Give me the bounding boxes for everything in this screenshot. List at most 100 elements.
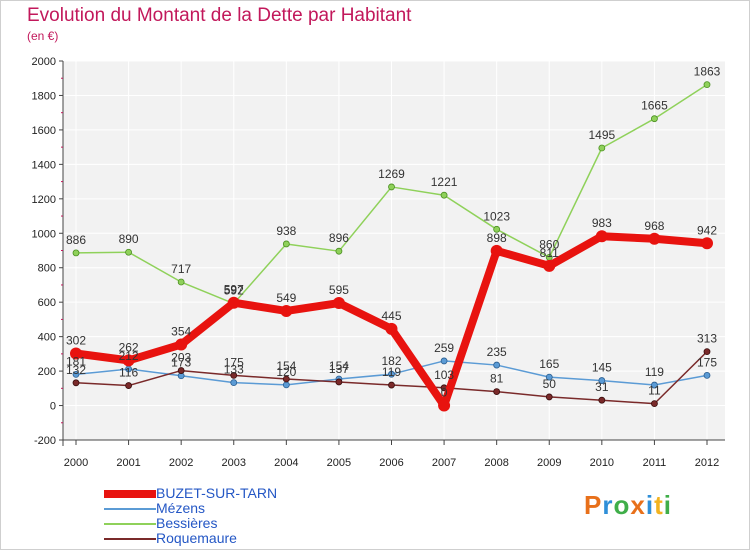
data-label: 119	[645, 365, 664, 379]
data-label: 81	[490, 372, 504, 386]
data-label: 137	[329, 362, 349, 376]
data-label: 1221	[431, 175, 458, 189]
data-point	[545, 373, 553, 381]
data-label: 120	[276, 365, 296, 379]
legend-label: Roquemaure	[156, 530, 237, 546]
data-label: 133	[224, 363, 244, 377]
x-tick-label: 2011	[643, 457, 667, 469]
data-label: 549	[276, 291, 296, 305]
x-tick-label: 2000	[64, 457, 88, 469]
data-label: 595	[329, 283, 349, 297]
y-tick-label: 1200	[32, 194, 56, 206]
y-tick-label: 0	[50, 401, 56, 413]
legend-swatch	[104, 538, 156, 540]
data-point	[440, 357, 448, 365]
data-point	[72, 370, 80, 378]
data-point	[543, 259, 556, 272]
data-label: 145	[592, 361, 612, 375]
data-label: 886	[66, 233, 86, 247]
legend-swatch	[104, 508, 156, 510]
data-label: 938	[276, 224, 296, 238]
data-label: 0	[441, 386, 448, 400]
data-point	[595, 230, 608, 243]
proxiti-logo: Proxiti	[584, 490, 672, 521]
x-tick-label: 2002	[169, 457, 193, 469]
chart-subtitle: (en €)	[27, 29, 59, 43]
data-point	[493, 361, 501, 369]
y-tick-label: 800	[38, 263, 56, 275]
data-label: 896	[329, 231, 349, 245]
data-point	[177, 367, 185, 374]
data-point	[72, 249, 80, 257]
data-label: 860	[539, 237, 559, 251]
data-point	[282, 381, 290, 389]
data-point	[703, 348, 711, 356]
data-point	[651, 400, 658, 408]
data-point	[332, 297, 345, 310]
data-label: 262	[119, 340, 139, 354]
y-tick-label: 1800	[32, 90, 56, 102]
logo-letter: x	[630, 490, 646, 520]
data-label: 116	[119, 366, 138, 380]
data-label: 717	[171, 262, 191, 276]
data-label: 154	[276, 359, 296, 373]
series-layer	[70, 81, 713, 412]
logo-letter: P	[584, 490, 603, 520]
data-point	[651, 381, 658, 389]
data-label: 1495	[588, 128, 615, 142]
x-tick-label: 2009	[537, 457, 561, 469]
data-point	[648, 232, 661, 245]
data-point	[388, 183, 395, 191]
x-tick-label: 2008	[484, 457, 508, 469]
legend-swatch	[104, 523, 156, 525]
data-label: 811	[540, 246, 559, 260]
data-label: 445	[381, 309, 401, 323]
data-point	[598, 377, 606, 384]
data-point	[125, 382, 132, 389]
data-point	[493, 225, 501, 233]
y-tick-label: 200	[38, 366, 56, 378]
data-label: 119	[382, 365, 401, 379]
data-point	[122, 354, 135, 367]
data-point	[72, 379, 80, 387]
x-tick-label: 2004	[274, 457, 298, 469]
y-tick-label: 1400	[32, 159, 56, 171]
data-label: 182	[381, 354, 401, 368]
y-tick-label: 400	[38, 332, 56, 344]
data-point	[703, 371, 711, 379]
data-point	[280, 304, 293, 317]
logo-letter: t	[654, 490, 664, 520]
data-label: 154	[329, 359, 349, 373]
data-point	[701, 237, 713, 250]
data-label: 50	[543, 377, 557, 391]
data-point	[177, 278, 185, 286]
x-tick-label: 2005	[327, 457, 351, 469]
x-tick-label: 2010	[590, 457, 614, 469]
data-label: 11	[648, 384, 661, 398]
logo-letter: r	[602, 490, 614, 520]
data-label: 890	[119, 232, 139, 246]
x-tick-label: 2006	[379, 457, 403, 469]
y-tick-label: 1000	[32, 228, 56, 240]
data-point	[230, 371, 238, 379]
legend-label: Bessières	[156, 515, 218, 531]
data-point	[282, 375, 290, 383]
data-label: 1665	[641, 99, 668, 113]
data-point	[70, 347, 82, 360]
data-label: 181	[66, 354, 86, 368]
data-point	[175, 338, 188, 351]
legend-label: BUZET-SUR-TARN	[156, 485, 278, 501]
data-point	[385, 322, 398, 335]
y-tick-label: 2000	[32, 56, 56, 68]
data-label: 165	[539, 357, 559, 371]
data-label: 175	[697, 355, 717, 369]
data-label: 203	[171, 351, 191, 365]
data-point	[438, 399, 451, 412]
data-label: 259	[434, 341, 454, 355]
data-label: 175	[224, 355, 244, 369]
data-label: 597	[224, 283, 244, 297]
data-point	[282, 240, 290, 248]
data-point	[490, 244, 503, 257]
